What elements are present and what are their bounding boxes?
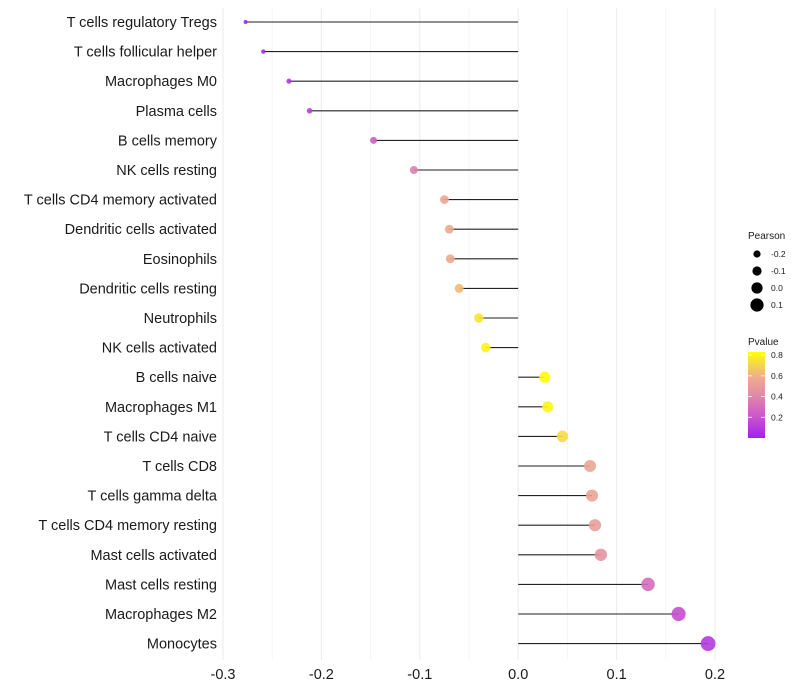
y-axis-labels: T cells regulatory Tregs T cells follicul…	[24, 15, 218, 653]
legend-pearson: Pearson -0.2 -0.1 0.0 0.1	[748, 231, 786, 312]
y-category-label: T cells regulatory Tregs	[67, 15, 217, 31]
data-point	[671, 606, 686, 622]
legend-color-label: 0.2	[771, 412, 783, 422]
data-point	[641, 577, 655, 592]
legend-pearson-title: Pearson	[748, 231, 785, 242]
data-point	[261, 49, 266, 54]
legend-size-label: 0.1	[771, 300, 783, 310]
data-point	[556, 430, 569, 443]
data-point	[539, 371, 551, 383]
y-category-label: T cells CD4 memory resting	[38, 518, 217, 534]
legend-pvalue-title: Pvalue	[748, 337, 779, 348]
y-category-label: NK cells resting	[116, 163, 217, 179]
data-point	[474, 313, 484, 323]
y-category-label: T cells gamma delta	[88, 489, 218, 505]
data-point	[370, 136, 378, 144]
legend-pvalue: Pvalue 0.8 0.6 0.4 0.2	[748, 337, 783, 438]
data-point	[700, 636, 716, 652]
data-point	[286, 78, 292, 84]
data-point	[542, 401, 554, 413]
data-point	[243, 19, 248, 25]
x-tick-label: -0.3	[211, 667, 236, 683]
legend-size-point	[751, 282, 763, 294]
y-category-label: Macrophages M2	[105, 607, 217, 623]
y-category-label: Dendritic cells resting	[79, 281, 217, 297]
x-tick-label: 0.2	[705, 667, 725, 683]
y-category-label: Mast cells resting	[105, 577, 217, 593]
data-point	[306, 108, 313, 114]
y-category-label: Mast cells activated	[90, 548, 217, 564]
x-tick-label: -0.1	[407, 667, 432, 683]
y-category-label: T cells follicular helper	[74, 45, 217, 61]
stems	[245, 21, 709, 645]
data-point	[594, 548, 608, 561]
y-category-label: T cells CD4 naive	[104, 429, 217, 445]
x-tick-label: 0.0	[508, 667, 528, 683]
y-category-label: B cells naive	[136, 370, 217, 386]
y-category-label: T cells CD8	[142, 459, 217, 475]
grid-lines	[222, 8, 716, 660]
y-category-label: Macrophages M0	[105, 74, 217, 90]
data-point	[444, 224, 454, 234]
legend-size-point	[750, 298, 764, 312]
legend-size-label: -0.1	[771, 266, 786, 276]
y-category-label: Macrophages M1	[105, 400, 217, 416]
legend-color-label: 0.4	[771, 392, 783, 402]
y-category-label: Neutrophils	[144, 311, 217, 327]
points	[243, 19, 716, 652]
y-category-label: B cells memory	[118, 133, 218, 149]
legend-color-label: 0.8	[771, 350, 783, 360]
data-point	[583, 459, 597, 473]
y-category-label: T cells CD4 memory activated	[24, 193, 217, 209]
data-point	[440, 195, 449, 204]
x-tick-label: -0.2	[309, 667, 334, 683]
pvalue-colorbar	[748, 352, 765, 438]
legend-size-label: 0.0	[771, 283, 783, 293]
x-tick-label: 0.1	[607, 667, 627, 683]
y-category-label: Plasma cells	[136, 104, 217, 120]
legend-color-label: 0.6	[771, 371, 783, 381]
x-axis-ticks: -0.3 -0.2 -0.1 0.0 0.1 0.2	[211, 667, 726, 683]
data-point	[585, 489, 599, 502]
y-category-label: Dendritic cells activated	[65, 222, 217, 238]
legend-size-point	[753, 250, 761, 258]
data-point	[454, 283, 464, 293]
y-category-label: Eosinophils	[143, 252, 217, 268]
y-category-label: Monocytes	[147, 637, 217, 653]
legend-size-point	[752, 266, 762, 276]
y-category-label: NK cells activated	[102, 341, 217, 357]
data-point	[480, 342, 491, 353]
legend-size-label: -0.2	[771, 249, 786, 259]
data-point	[588, 519, 602, 532]
data-point	[445, 254, 455, 264]
data-point	[409, 166, 418, 174]
